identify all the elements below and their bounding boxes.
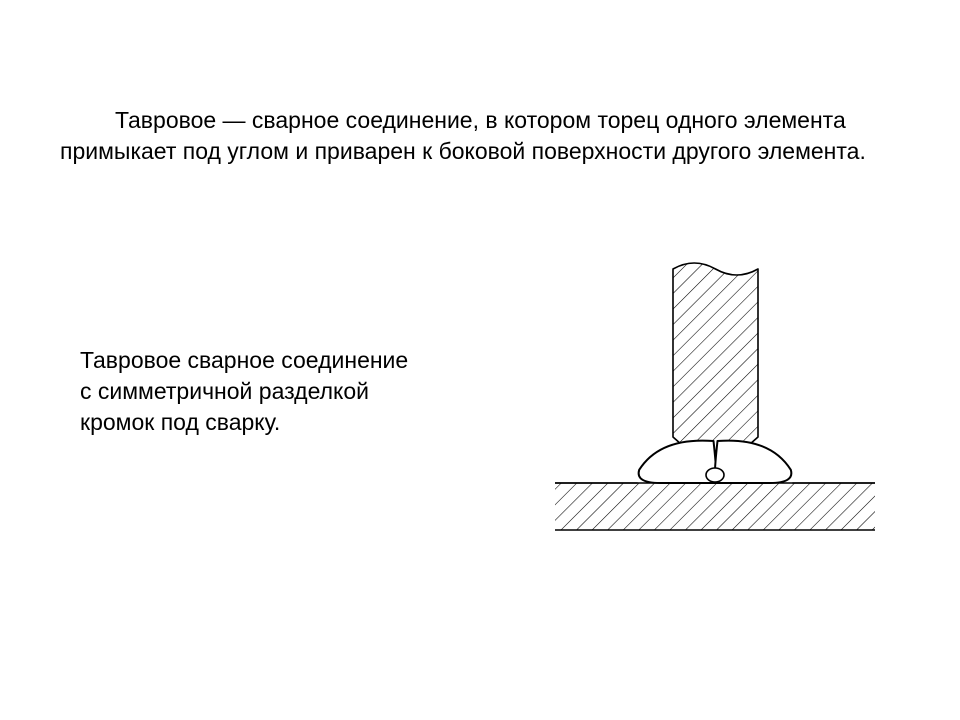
t-joint-svg [540, 255, 900, 575]
caption-line-1: Тавровое сварное соединение [80, 345, 480, 376]
t-joint-figure [540, 255, 900, 575]
page-canvas: Тавровое — сварное соединение, в котором… [0, 0, 960, 720]
definition-text: Тавровое — сварное соединение, в котором… [60, 105, 880, 167]
definition-paragraph: Тавровое — сварное соединение, в котором… [60, 105, 880, 167]
figure-caption: Тавровое сварное соединение с симметричн… [80, 345, 480, 438]
caption-line-2: с симметричной разделкой [80, 376, 480, 407]
caption-line-3: кромок под сварку. [80, 407, 480, 438]
